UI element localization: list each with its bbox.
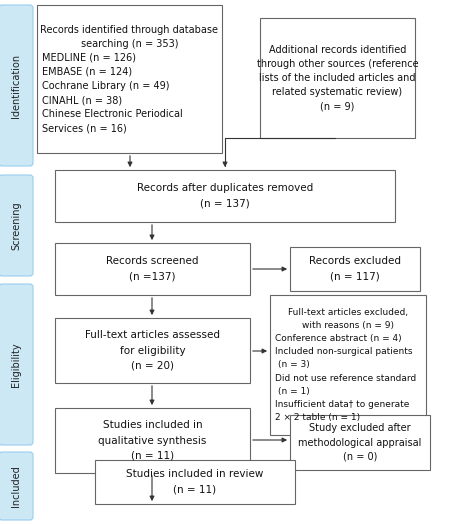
Bar [37, 5, 222, 153]
Text: Full-text articles excluded,: Full-text articles excluded, [288, 308, 408, 317]
Text: Studies included in review: Studies included in review [126, 470, 264, 479]
Text: (n = 3): (n = 3) [278, 361, 310, 369]
Text: (n = 11): (n = 11) [131, 451, 174, 461]
Text: (n = 1): (n = 1) [278, 387, 310, 396]
Text: Insufficient data† to generate: Insufficient data† to generate [275, 400, 410, 409]
Text: Identification: Identification [11, 53, 21, 117]
Text: (n = 0): (n = 0) [343, 452, 377, 462]
Bar [55, 318, 250, 383]
Bar [55, 243, 250, 295]
Bar [55, 408, 250, 473]
FancyBboxPatch shape [0, 452, 33, 520]
Text: Records after duplicates removed: Records after duplicates removed [137, 183, 313, 193]
Text: Studies included in: Studies included in [103, 420, 202, 430]
Text: Services (n = 16): Services (n = 16) [42, 123, 127, 133]
Bar [290, 415, 430, 470]
Bar [55, 170, 395, 222]
Text: Study excluded after: Study excluded after [309, 423, 411, 433]
Text: Additional records identified: Additional records identified [269, 45, 406, 55]
Text: Did not use reference standard: Did not use reference standard [275, 374, 416, 383]
Bar [270, 295, 426, 435]
Text: (n =137): (n =137) [129, 271, 176, 281]
Bar [95, 460, 295, 504]
Bar [290, 247, 420, 291]
Text: Cochrane Library (n = 49): Cochrane Library (n = 49) [42, 81, 170, 91]
Text: EMBASE (n = 124): EMBASE (n = 124) [42, 67, 132, 77]
Text: Records screened: Records screened [106, 256, 199, 266]
Text: MEDLINE (n = 126): MEDLINE (n = 126) [42, 53, 136, 63]
Text: Included non-surgical patients: Included non-surgical patients [275, 347, 412, 356]
Text: through other sources (reference: through other sources (reference [257, 59, 419, 69]
Text: Records excluded: Records excluded [309, 256, 401, 266]
Text: qualitative synthesis: qualitative synthesis [98, 435, 207, 445]
Text: methodological appraisal: methodological appraisal [298, 438, 422, 447]
Text: (n = 11): (n = 11) [173, 485, 217, 495]
Text: Full-text articles assessed: Full-text articles assessed [85, 331, 220, 341]
Text: (n = 20): (n = 20) [131, 361, 174, 370]
Text: searching (n = 353): searching (n = 353) [81, 39, 178, 49]
Text: 2 × 2 table (n = 1): 2 × 2 table (n = 1) [275, 413, 360, 422]
Text: lists of the included articles and: lists of the included articles and [259, 73, 416, 83]
Text: (n = 137): (n = 137) [200, 199, 250, 209]
Text: Included: Included [11, 465, 21, 507]
Text: (n = 9): (n = 9) [320, 101, 355, 111]
Text: Eligibility: Eligibility [11, 342, 21, 387]
Text: Records identified through database: Records identified through database [40, 25, 219, 35]
Text: with reasons (n = 9): with reasons (n = 9) [302, 321, 394, 330]
FancyBboxPatch shape [0, 175, 33, 276]
Text: Screening: Screening [11, 201, 21, 250]
Text: for eligibility: for eligibility [120, 345, 185, 355]
FancyBboxPatch shape [0, 5, 33, 166]
Text: CINAHL (n = 38): CINAHL (n = 38) [42, 95, 122, 105]
Text: (n = 117): (n = 117) [330, 271, 380, 281]
Text: Chinese Electronic Periodical: Chinese Electronic Periodical [42, 109, 183, 119]
Bar [260, 18, 415, 138]
FancyBboxPatch shape [0, 284, 33, 445]
Text: related systematic review): related systematic review) [273, 87, 402, 97]
Text: Conference abstract (n = 4): Conference abstract (n = 4) [275, 334, 401, 343]
